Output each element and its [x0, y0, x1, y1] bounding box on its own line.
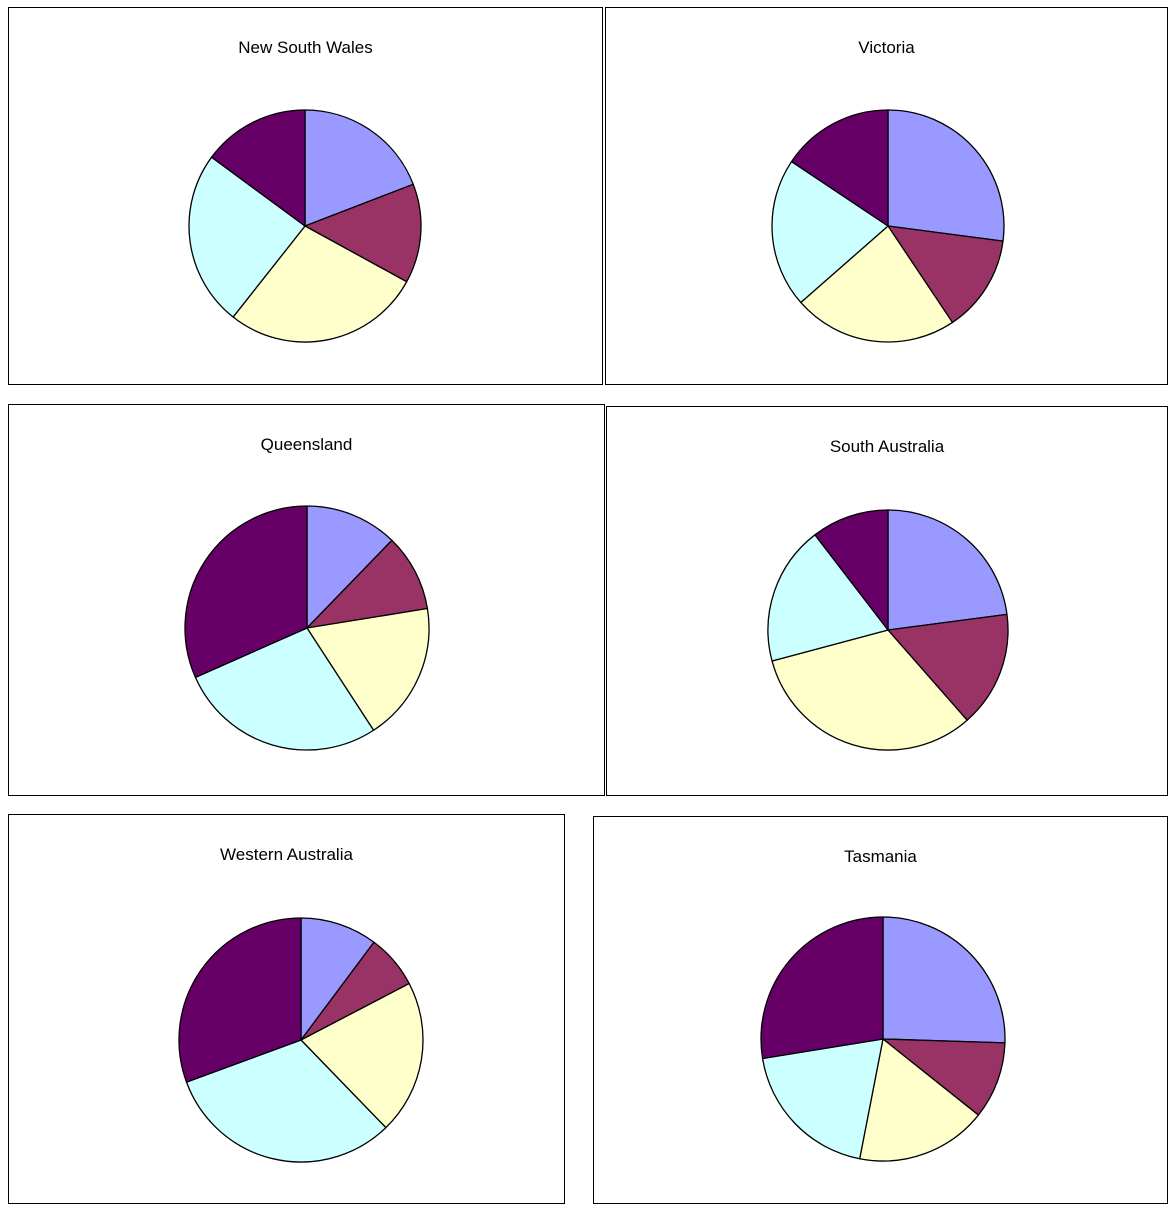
pie-slice-3 — [306, 607, 430, 731]
pie-slice-1 — [887, 509, 1008, 631]
pie-slice-5 — [210, 109, 306, 227]
pie-slice-3 — [771, 629, 968, 751]
pie-slice-3 — [232, 225, 408, 343]
pie-slice-4 — [771, 160, 889, 304]
pie-slice-1 — [882, 916, 1006, 1044]
pie-slice-3 — [800, 225, 954, 343]
chart-title: South Australia — [829, 437, 945, 456]
pie-panel-tasmania: Tasmania — [593, 816, 1168, 1204]
pie-panel-western-australia: Western Australia — [8, 814, 565, 1204]
pie-slice-5 — [790, 109, 889, 227]
pie-panel-victoria: Victoria — [605, 7, 1168, 385]
pie-chart — [188, 109, 422, 343]
pie-slice-1 — [887, 109, 1005, 242]
chart-title: Tasmania — [844, 847, 917, 866]
pie-slice-2 — [306, 539, 429, 629]
pie-slice-2 — [882, 1038, 1006, 1116]
pie-slice-1 — [304, 109, 414, 227]
pie-chart — [771, 109, 1005, 343]
pie-slice-2 — [887, 225, 1004, 324]
pie-slice-1 — [300, 917, 375, 1041]
pie-slice-3 — [300, 982, 424, 1129]
chart-title: Western Australia — [220, 845, 353, 864]
pie-panel-south-australia: South Australia — [606, 406, 1168, 796]
chart-title: New South Wales — [238, 38, 373, 57]
pie-chart — [184, 505, 430, 751]
pie-chart — [178, 917, 424, 1163]
chart-title: Queensland — [260, 435, 353, 454]
pie-slice-4 — [185, 1039, 387, 1163]
pie-slice-1 — [306, 505, 393, 629]
pie-slice-2 — [887, 613, 1009, 721]
pie-slice-2 — [304, 183, 422, 283]
pie-slice-5 — [184, 505, 308, 679]
pie-slice-4 — [194, 627, 375, 751]
pie-chart — [760, 916, 1006, 1162]
pie-slice-5 — [178, 917, 302, 1083]
pie-slice-4 — [767, 534, 889, 662]
pie-slice-3 — [859, 1038, 980, 1162]
pie-slice-5 — [760, 916, 884, 1060]
chart-title: Victoria — [858, 38, 915, 57]
pie-slice-5 — [814, 509, 889, 631]
pie-slice-4 — [761, 1038, 884, 1160]
pie-slice-4 — [188, 156, 306, 318]
pie-panel-new-south-wales: New South Wales — [8, 7, 603, 385]
pie-panel-queensland: Queensland — [8, 404, 605, 796]
pie-chart — [767, 509, 1009, 751]
